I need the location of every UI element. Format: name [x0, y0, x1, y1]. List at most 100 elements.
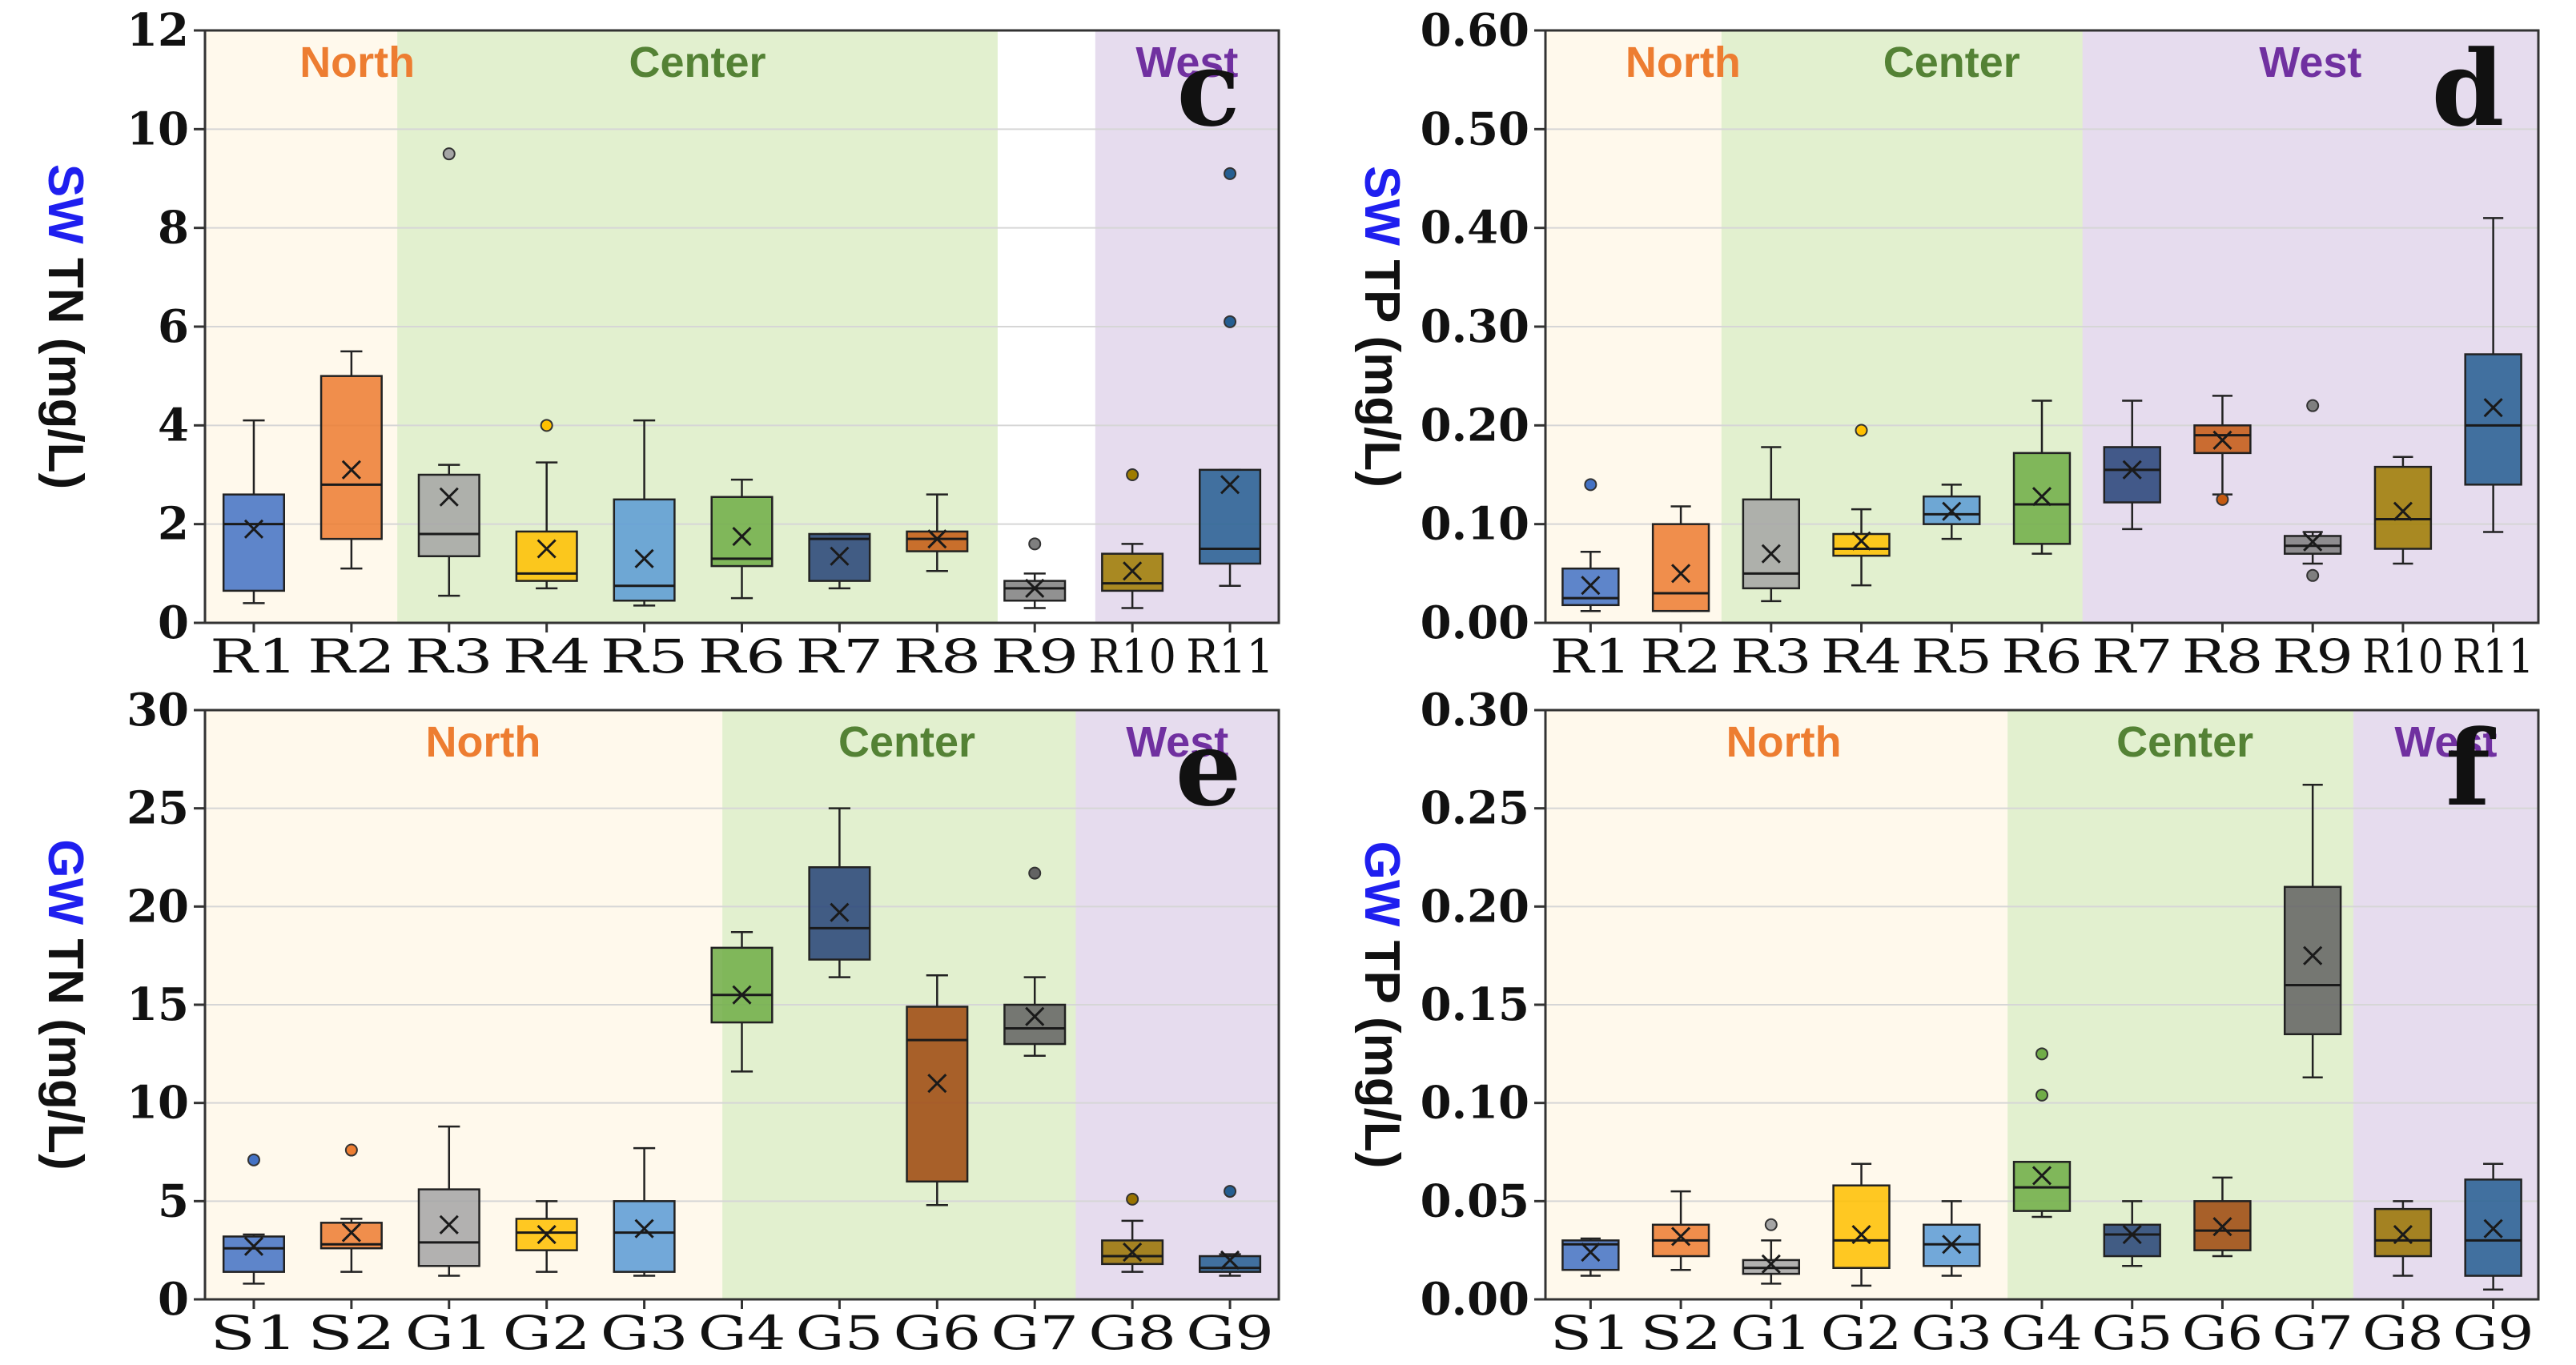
outlier-point	[1126, 468, 1139, 481]
y-tick-label: 12	[127, 4, 189, 57]
region-label-north: North	[299, 38, 415, 86]
x-category-label-R3: R3	[405, 629, 493, 684]
region-label-west: West	[2394, 718, 2497, 766]
x-category-label-S1: S1	[210, 1306, 298, 1360]
x-category-label-R3: R3	[1730, 629, 1811, 684]
mean-marker	[243, 519, 264, 539]
x-category-label-G8: G8	[1088, 1306, 1176, 1360]
box-R6	[710, 478, 774, 600]
y-axis-label: SW TN (mg/L)	[38, 164, 93, 489]
outlier-point	[1224, 167, 1237, 180]
mean-marker	[2393, 501, 2413, 521]
mean-marker	[341, 1222, 361, 1243]
box-body	[2373, 465, 2433, 550]
mean-marker	[439, 487, 459, 507]
x-category-label-R5: R5	[601, 629, 689, 684]
x-category-label-R4: R4	[1821, 629, 1902, 684]
x-category-label-R1: R1	[210, 629, 298, 684]
y-tick-label: 0	[158, 596, 189, 649]
outlier-point	[2306, 399, 2320, 412]
y-tick-label: 0.00	[1421, 596, 1529, 649]
box-body	[906, 530, 969, 552]
y-tick-label: 0.20	[1421, 880, 1529, 933]
outlier-point	[1224, 1185, 1237, 1198]
panel-f-gw-tp: North Center West 0.00 0.05 0.10 0.15 0.20 0.25 0…	[1354, 684, 2540, 1360]
mean-marker	[634, 548, 654, 568]
outlier-point	[247, 1153, 260, 1166]
y-tick-label: 25	[127, 782, 189, 835]
y-tick-label: 0.30	[1421, 300, 1529, 353]
box-S2	[319, 1143, 383, 1273]
mean-marker	[1761, 1254, 1781, 1274]
box-R8	[2193, 395, 2252, 506]
y-axis-label-prefix: SW	[1354, 166, 1409, 259]
y-tick-label: 20	[127, 880, 189, 933]
box-R1	[222, 419, 285, 604]
y-tick-label: 0.60	[1421, 4, 1529, 57]
mean-marker	[1671, 564, 1691, 584]
box-R5	[1923, 484, 1981, 540]
x-category-label-G3: G3	[1911, 1306, 1992, 1360]
box-body	[1742, 498, 1801, 590]
x-category-label-G7: G7	[2272, 1306, 2353, 1360]
box-R5	[613, 419, 676, 607]
x-category-label-G8: G8	[2362, 1306, 2443, 1360]
panel-c-sw-tn: North Center West 0 2 4 6 8 10 12 R1 R2 R3 R4 R5 R6 R7 R8…	[38, 4, 1280, 684]
outlier-point	[344, 1143, 358, 1157]
mean-marker	[634, 1218, 654, 1239]
mean-marker	[1761, 544, 1781, 564]
box-body	[1003, 1003, 1067, 1046]
box-G6	[2193, 1176, 2252, 1258]
mean-marker	[2393, 1224, 2413, 1245]
y-tick-label: 0.50	[1421, 102, 1529, 155]
x-category-label-R11: R11	[2453, 629, 2534, 684]
mean-marker	[1220, 1250, 1240, 1270]
panel-d-sw-tp: North Center West 0.00 0.10 0.20 0.30 0.40 0.50 0…	[1354, 4, 2540, 684]
box-G6	[906, 974, 969, 1206]
x-category-label-S2: S2	[307, 1306, 396, 1360]
y-tick-label: 30	[127, 684, 189, 737]
y-axis-label: GW TP (mg/L)	[1354, 841, 1409, 1169]
region-label-center: Center	[838, 718, 975, 766]
y-axis-label-metric: TN (mg/L)	[38, 258, 93, 489]
y-tick-label: 10	[127, 102, 189, 155]
box-G3	[613, 1146, 676, 1277]
panel-letter: c	[1176, 27, 1240, 150]
x-category-label-G6: G6	[2182, 1306, 2263, 1360]
region-label-west: West	[1126, 718, 1228, 766]
y-axis-label-prefix: GW	[38, 839, 93, 938]
mean-marker	[243, 1236, 264, 1256]
box-G7	[1003, 866, 1067, 1058]
box-body	[417, 473, 480, 557]
mean-marker	[536, 539, 557, 559]
mean-marker	[439, 1214, 459, 1235]
box-R8	[906, 493, 969, 572]
mean-marker	[2212, 1217, 2232, 1237]
y-tick-label: 4	[158, 399, 189, 452]
mean-marker	[830, 546, 850, 566]
box-body	[222, 1235, 285, 1273]
region-label-west: West	[2259, 38, 2361, 86]
y-tick-label: 6	[158, 300, 189, 353]
x-category-label-G1: G1	[405, 1306, 493, 1360]
box-body	[2103, 446, 2161, 504]
outlier-point	[2216, 492, 2229, 506]
y-tick-label: 0.10	[1421, 1077, 1529, 1130]
box-body	[1832, 532, 1891, 557]
outlier-point	[1764, 1218, 1778, 1231]
box-body	[2193, 424, 2252, 455]
y-tick-label: 15	[127, 978, 189, 1031]
x-category-label-R9: R9	[2272, 629, 2353, 684]
box-G8	[1101, 1192, 1164, 1273]
mean-marker	[1025, 1006, 1045, 1026]
x-category-label-R2: R2	[1640, 629, 1721, 684]
box-S1	[1561, 1237, 1620, 1277]
x-category-label-R10: R10	[2362, 629, 2443, 684]
box-G5	[808, 807, 871, 978]
x-category-label-G2: G2	[503, 1306, 591, 1360]
x-category-label-S1: S1	[1550, 1306, 1631, 1360]
outlier-point	[442, 147, 456, 161]
outlier-point	[2035, 1047, 2048, 1061]
outlier-point	[2035, 1088, 2048, 1102]
